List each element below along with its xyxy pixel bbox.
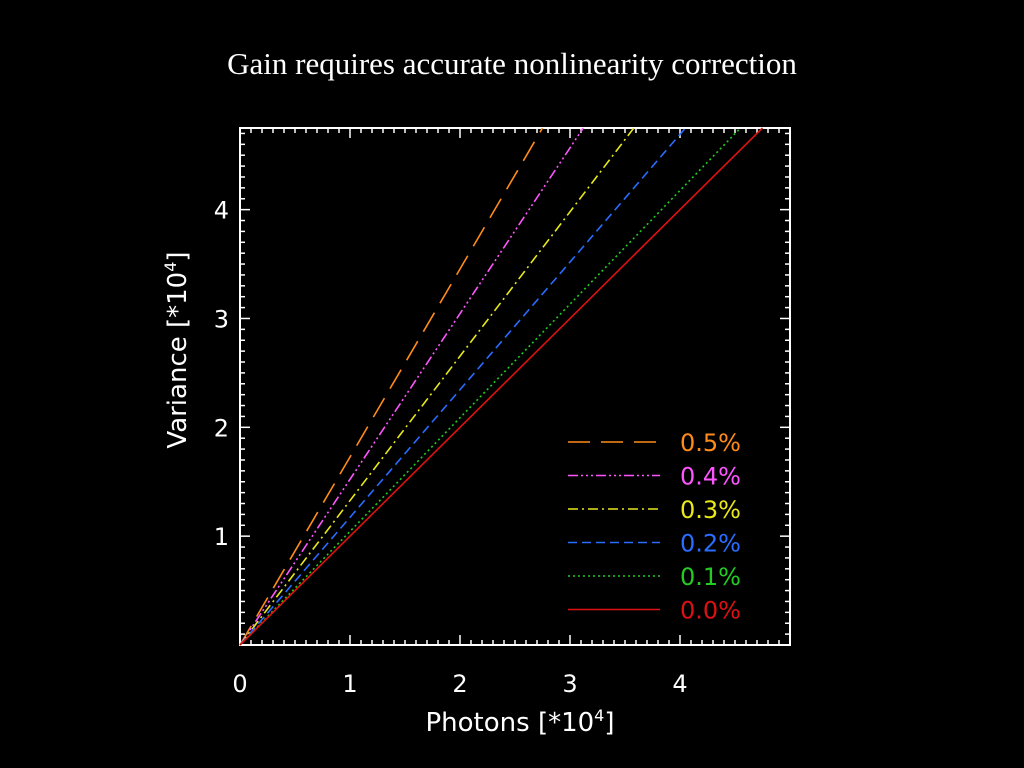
legend-label: 0.0% [680, 597, 741, 625]
legend-label: 0.2% [680, 530, 741, 558]
axis-ticks [239, 128, 791, 646]
series-line [239, 127, 584, 646]
legend-label: 0.1% [680, 563, 741, 591]
x-tick-label: 2 [452, 670, 467, 698]
x-tick-label: 0 [232, 670, 247, 698]
x-tick-label: 3 [562, 670, 577, 698]
series-line [239, 127, 635, 646]
legend-label: 0.5% [680, 429, 741, 457]
slide-title: Gain requires accurate nonlinearity corr… [227, 46, 797, 81]
series-line [239, 127, 544, 646]
legend-label: 0.4% [680, 463, 741, 491]
series-line [239, 127, 742, 646]
legend: 0.5% 0.4% 0.3% 0.2% 0.1% 0.0% [568, 429, 741, 625]
y-tick-labels: 1 2 3 4 [214, 197, 229, 552]
series-line [239, 127, 687, 646]
x-tick-label: 1 [342, 670, 357, 698]
series-lines [239, 127, 764, 646]
x-tick-label: 4 [672, 670, 687, 698]
y-tick-label: 3 [214, 305, 229, 333]
x-axis-label: Photons [*104] [425, 706, 614, 738]
series-line [239, 127, 764, 646]
y-tick-label: 2 [214, 414, 229, 442]
y-tick-label: 4 [214, 197, 229, 225]
y-tick-label: 1 [214, 523, 229, 551]
y-axis-label: Variance [*104] [161, 251, 193, 448]
x-tick-labels: 0 1 2 3 4 [232, 670, 687, 698]
legend-label: 0.3% [680, 496, 741, 524]
